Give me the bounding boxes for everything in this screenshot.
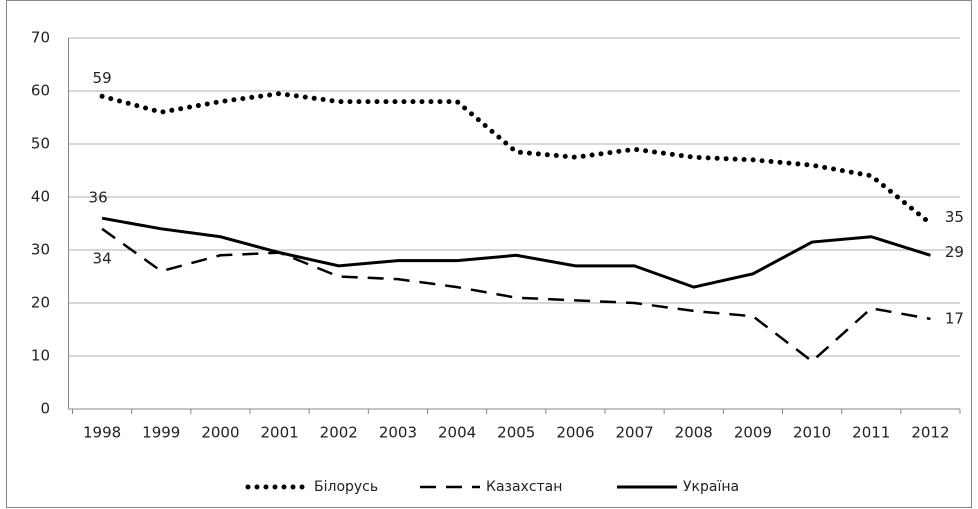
y-tick-label: 30 xyxy=(31,241,50,259)
x-tick-label: 2010 xyxy=(793,424,831,442)
x-tick-label: 2011 xyxy=(852,424,890,442)
x-tick-label: 2004 xyxy=(438,424,476,442)
y-tick-label: 50 xyxy=(31,135,50,153)
data-label: 17 xyxy=(945,309,964,327)
y-tick-label: 70 xyxy=(31,29,50,47)
x-tick-label: 2012 xyxy=(911,424,949,442)
x-tick-label: 2005 xyxy=(497,424,535,442)
legend-label: Україна xyxy=(683,479,739,495)
y-tick-label: 60 xyxy=(31,82,50,100)
data-label: 29 xyxy=(945,243,964,261)
y-tick-label: 10 xyxy=(31,347,50,365)
y-tick-label: 40 xyxy=(31,188,50,206)
x-tick-label: 2002 xyxy=(320,424,358,442)
x-tick-label: 2001 xyxy=(260,424,298,442)
x-tick-label: 2003 xyxy=(379,424,417,442)
line xyxy=(101,216,931,289)
legend-label: Білорусь xyxy=(314,479,378,495)
y-tick-label: 0 xyxy=(40,400,50,418)
legend-label: Казахстан xyxy=(486,479,562,495)
x-tick-label: 1999 xyxy=(142,424,180,442)
data-label: 34 xyxy=(93,249,112,267)
data-label: 36 xyxy=(89,189,108,207)
y-tick-label: 20 xyxy=(31,294,50,312)
x-tick-label: 1998 xyxy=(83,424,121,442)
x-tick-label: 2008 xyxy=(675,424,713,442)
chart-border xyxy=(6,0,972,508)
x-tick-label: 2007 xyxy=(615,424,653,442)
data-label: 59 xyxy=(93,69,112,87)
x-tick-label: 2000 xyxy=(201,424,239,442)
x-tick-label: 2006 xyxy=(556,424,594,442)
data-label: 35 xyxy=(945,208,964,226)
x-tick-label: 2009 xyxy=(734,424,772,442)
